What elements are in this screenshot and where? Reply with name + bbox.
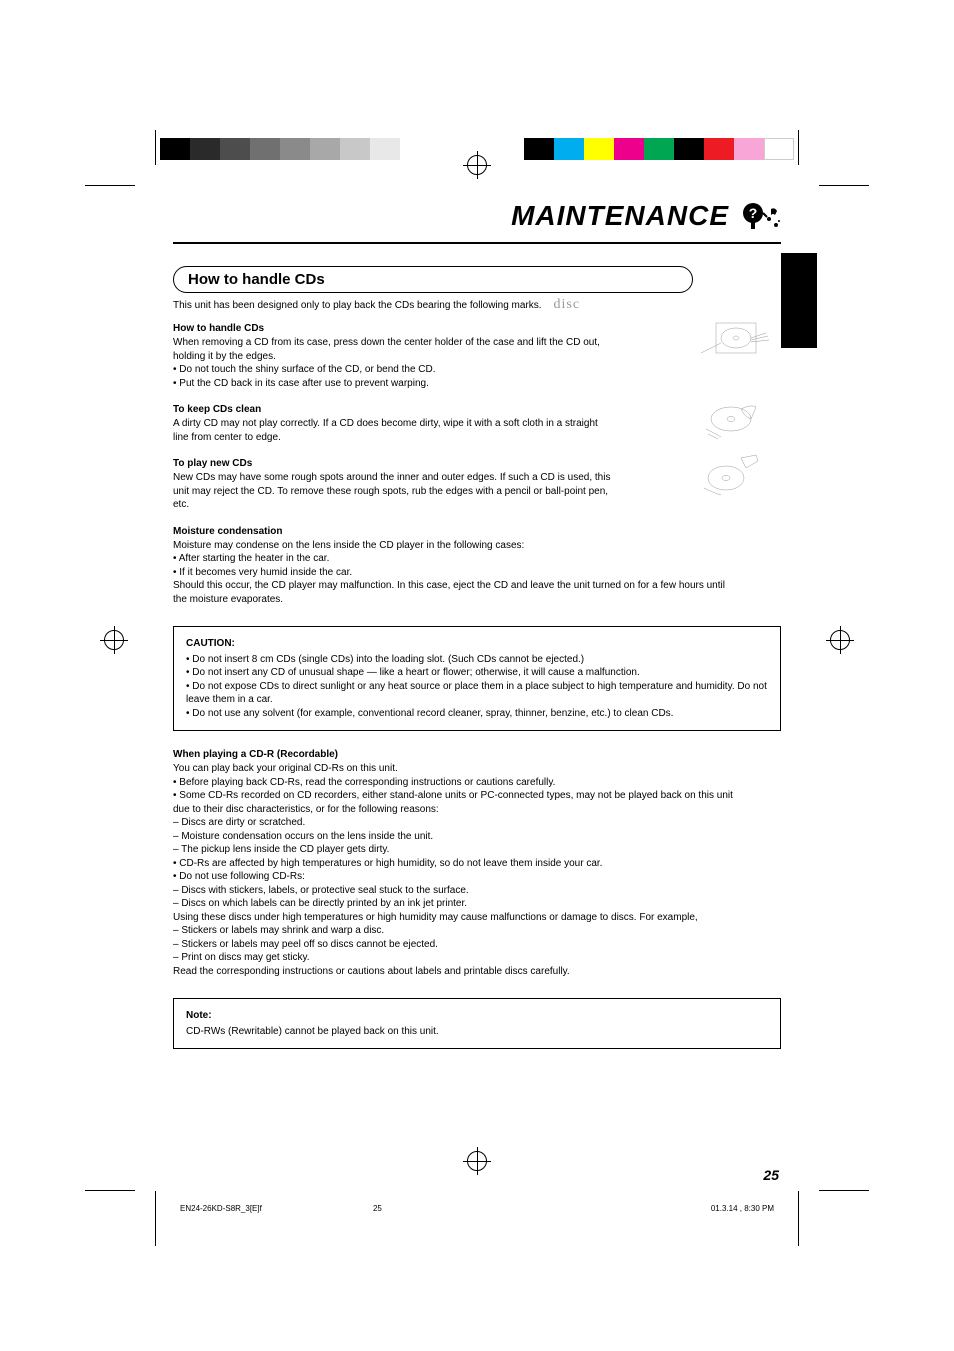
caution-label: CAUTION: (186, 637, 768, 651)
crop-mark (85, 1190, 135, 1191)
crop-mark (155, 1191, 156, 1246)
new-block: To play new CDs New CDs may have some ro… (173, 458, 781, 512)
handle-block: How to handle CDs When removing a CD fro… (173, 323, 781, 390)
caution-box: CAUTION: • Do not insert 8 cm CDs (singl… (173, 626, 781, 731)
new-label: To play new CDs (173, 458, 781, 469)
svg-text:?: ? (749, 205, 758, 221)
clean-label: To keep CDs clean (173, 404, 781, 415)
cd-pencil-illustration (696, 453, 771, 503)
footer-file: EN24-26KD-S8R_3[E]f 25 (180, 1204, 382, 1213)
subtitle-row: This unit has been designed only to play… (173, 297, 781, 313)
cdr-block: When playing a CD-R (Recordable) You can… (173, 749, 781, 978)
crop-mark (155, 130, 156, 165)
handle-text: When removing a CD from its case, press … (173, 336, 613, 390)
page-content: MAINTENANCE ? How to handle CDs This uni… (155, 185, 799, 1191)
registration-mark-top (467, 155, 487, 175)
clean-block: To keep CDs clean A dirty CD may not pla… (173, 404, 781, 444)
color-bar-right (524, 138, 794, 160)
side-tab (781, 253, 817, 348)
color-bar-left (160, 138, 400, 160)
section-header: How to handle CDs (173, 266, 693, 293)
note-label: Note: (186, 1009, 768, 1023)
disc-logo: disc (554, 297, 581, 313)
page-number: 25 (763, 1167, 779, 1183)
footer-date: 01.3.14 , 8:30 PM (711, 1204, 774, 1213)
new-text: New CDs may have some rough spots around… (173, 471, 613, 512)
page-title: MAINTENANCE (511, 200, 729, 232)
cd-clean-illustration (696, 399, 771, 449)
cd-case-illustration (696, 318, 771, 368)
registration-mark-left (104, 630, 124, 650)
note-box: Note: CD-RWs (Rewritable) cannot be play… (173, 998, 781, 1049)
note-text: CD-RWs (Rewritable) cannot be played bac… (186, 1025, 768, 1039)
crop-mark (819, 1190, 869, 1191)
clean-text: A dirty CD may not play correctly. If a … (173, 417, 613, 444)
cdr-text: You can play back your original CD-Rs on… (173, 762, 733, 978)
title-divider (173, 242, 781, 244)
subtitle-text: This unit has been designed only to play… (173, 300, 542, 311)
crop-mark (798, 1191, 799, 1246)
cdr-label: When playing a CD-R (Recordable) (173, 749, 781, 760)
crop-mark (85, 185, 135, 186)
moisture-block: Moisture condensation Moisture may conde… (173, 526, 781, 607)
handle-label: How to handle CDs (173, 323, 781, 334)
caution-text: • Do not insert 8 cm CDs (single CDs) in… (186, 653, 768, 721)
crop-mark (819, 185, 869, 186)
moisture-text: Moisture may condense on the lens inside… (173, 539, 733, 607)
crop-mark (798, 130, 799, 165)
moisture-label: Moisture condensation (173, 526, 781, 537)
maintenance-icon: ? (741, 201, 781, 231)
title-row: MAINTENANCE ? (173, 200, 781, 232)
registration-mark-right (830, 630, 850, 650)
